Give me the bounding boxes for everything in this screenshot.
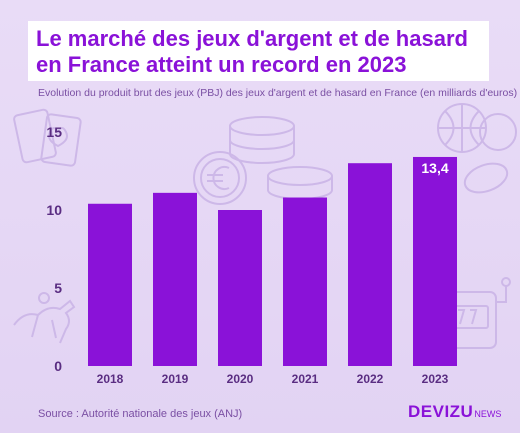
euro-coin-icon (193, 151, 247, 205)
bar-2020 (218, 210, 262, 366)
x-tick-label-2020: 2020 (227, 372, 254, 386)
bar-2022 (348, 163, 392, 366)
bars (88, 156, 457, 366)
y-tick-label: 10 (46, 202, 62, 218)
bar-2019 (153, 192, 197, 366)
logo-main-text: DEVIZU (408, 402, 474, 421)
x-tick-label-2023: 2023 (422, 372, 449, 386)
chart-subtitle: Evolution du produit brut des jeux (PBJ)… (38, 87, 518, 99)
y-axis: 0 5 10 15 (46, 124, 62, 374)
chart-title-line-2: en France atteint un record en 2023 (36, 52, 407, 77)
x-tick-label-2021: 2021 (292, 372, 319, 386)
title-box (28, 21, 489, 81)
logo-sub-text: NEWS (474, 409, 502, 419)
bar-2021 (283, 197, 327, 366)
sports-balls-icon (437, 103, 517, 194)
bar-2018 (88, 203, 132, 366)
source-note: Source : Autorité nationale des jeux (AN… (38, 408, 243, 420)
x-tick-label-2018: 2018 (97, 372, 124, 386)
y-tick-label: 5 (54, 280, 62, 296)
x-tick-label-2022: 2022 (357, 372, 384, 386)
data-label-2023: 13,4 (421, 160, 448, 176)
bar-2023 (413, 156, 457, 366)
playing-cards-icon (13, 108, 82, 167)
x-axis: 2018 2019 2020 2021 2022 2023 (97, 372, 449, 386)
y-tick-label: 0 (54, 358, 62, 374)
x-tick-label-2019: 2019 (162, 372, 189, 386)
background-illustrations (13, 103, 517, 349)
devizu-logo: DEVIZUNEWS (408, 402, 501, 422)
data-labels: 13,4 (421, 160, 448, 176)
y-tick-label: 15 (46, 124, 62, 140)
chart-title-line-1: Le marché des jeux d'argent et de hasard (36, 26, 468, 51)
horse-racing-icon (13, 292, 76, 344)
